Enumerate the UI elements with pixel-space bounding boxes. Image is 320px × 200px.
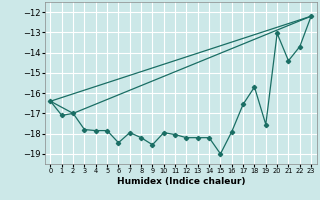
X-axis label: Humidex (Indice chaleur): Humidex (Indice chaleur) [116, 177, 245, 186]
